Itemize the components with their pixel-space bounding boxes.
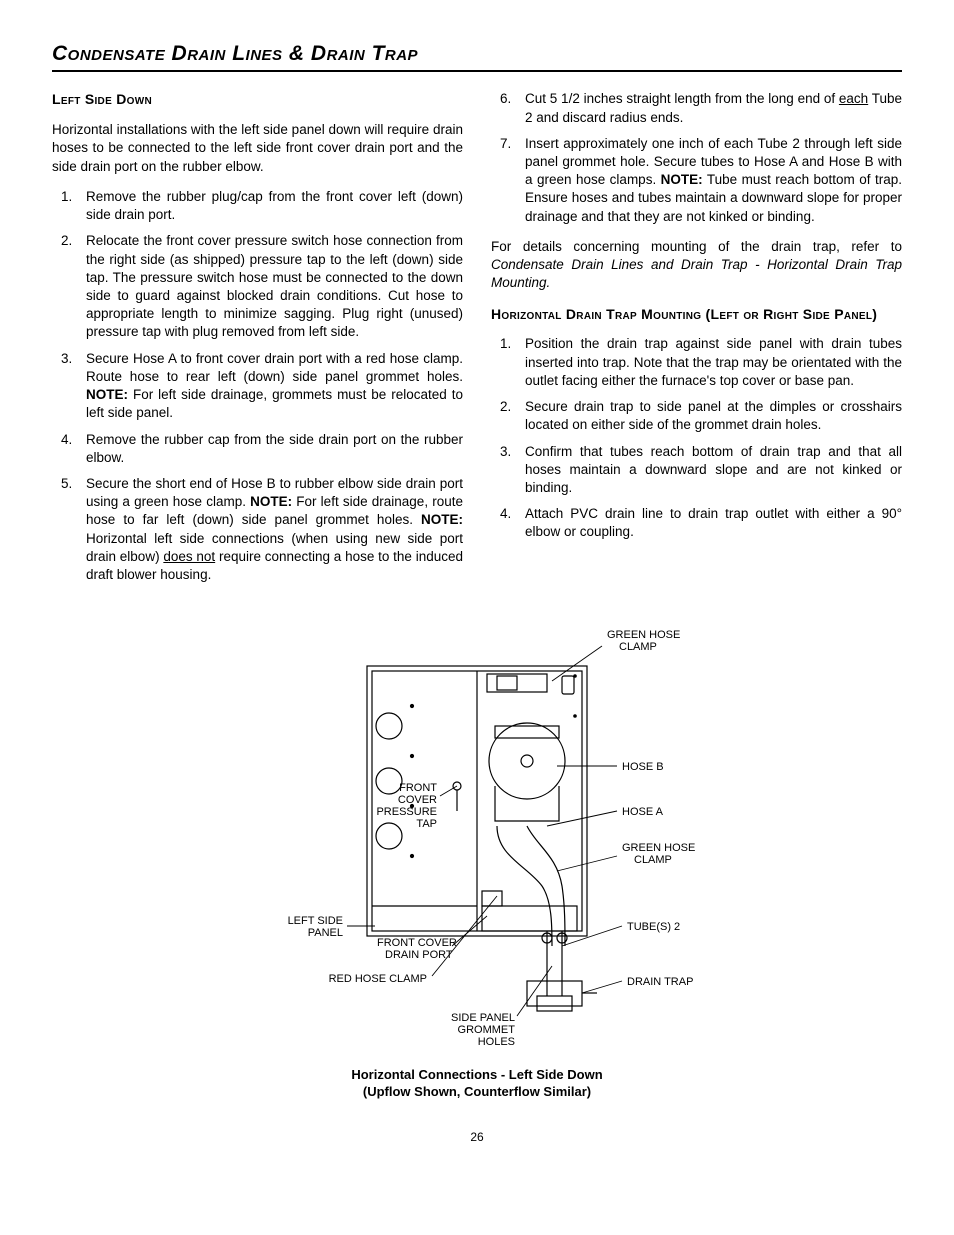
furnace-diagram: GREEN HOSE CLAMP HOSE B HOSE A GREEN HOS… (197, 626, 757, 1056)
svg-text:PANEL: PANEL (308, 927, 343, 939)
list-item: Secure the short end of Hose B to rubber… (76, 475, 463, 584)
section-title: Condensate Drain Lines & Drain Trap (52, 40, 902, 72)
list-item: Relocate the front cover pressure switch… (76, 232, 463, 341)
list-item: Cut 5 1/2 inches straight length from th… (515, 90, 902, 126)
list-text: Cut 5 1/2 inches straight length from th… (525, 91, 839, 106)
list-text: Confirm that tubes reach bottom of drain… (525, 444, 902, 495)
diagram-caption: Horizontal Connections - Left Side Down … (52, 1067, 902, 1101)
label-left-side-panel: LEFT SIDE (288, 915, 343, 927)
label-front-cover-drain-port: FRONT COVER (377, 937, 457, 949)
ref-italic: Condensate Drain Lines and Drain Trap - … (491, 257, 902, 290)
list-text: Relocate the front cover pressure switch… (86, 233, 463, 339)
list-text: Remove the rubber plug/cap from the fron… (86, 189, 463, 222)
list-item: Secure drain trap to side panel at the d… (515, 398, 902, 434)
label-hose-b: HOSE B (622, 761, 664, 773)
caption-line-2: (Upflow Shown, Counterflow Similar) (363, 1084, 591, 1099)
horizontal-drain-trap-heading: Horizontal Drain Trap Mounting (Left or … (491, 305, 902, 324)
svg-text:CLAMP: CLAMP (634, 854, 672, 866)
intro-paragraph: Horizontal installations with the left s… (52, 121, 463, 176)
svg-text:GROMMET: GROMMET (458, 1024, 516, 1036)
note-label: NOTE: (250, 494, 292, 509)
svg-text:PRESSURE: PRESSURE (376, 806, 437, 818)
left-side-down-heading: Left Side Down (52, 90, 463, 109)
diagram-container: GREEN HOSE CLAMP HOSE B HOSE A GREEN HOS… (52, 626, 902, 1101)
underline-text: each (839, 91, 868, 106)
right-procedure-list-2: Position the drain trap against side pan… (491, 335, 902, 541)
list-item: Remove the rubber cap from the side drai… (76, 431, 463, 467)
left-procedure-list: Remove the rubber plug/cap from the fron… (52, 188, 463, 584)
caption-line-1: Horizontal Connections - Left Side Down (351, 1067, 602, 1082)
right-procedure-list-continued: Cut 5 1/2 inches straight length from th… (491, 90, 902, 226)
svg-text:COVER: COVER (398, 794, 437, 806)
label-green-hose-clamp-top: GREEN HOSE (607, 629, 680, 641)
list-text: For left side drainage, grommets must be… (86, 387, 463, 420)
label-green-hose-clamp-mid: GREEN HOSE (622, 842, 695, 854)
list-text: Secure Hose A to front cover drain port … (86, 351, 463, 384)
note-label: NOTE: (86, 387, 128, 402)
list-text: Secure drain trap to side panel at the d… (525, 399, 902, 432)
note-label: NOTE: (661, 172, 703, 187)
svg-text:CLAMP: CLAMP (619, 641, 657, 653)
ref-text: For details concerning mounting of the d… (491, 239, 902, 254)
reference-paragraph: For details concerning mounting of the d… (491, 238, 902, 293)
label-front-cover-pressure-tap: FRONT (399, 782, 437, 794)
page-number: 26 (52, 1129, 902, 1145)
svg-text:HOLES: HOLES (478, 1036, 515, 1048)
label-red-hose-clamp: RED HOSE CLAMP (329, 973, 427, 985)
list-item: Secure Hose A to front cover drain port … (76, 350, 463, 423)
note-label: NOTE: (421, 512, 463, 527)
list-text: Attach PVC drain line to drain trap outl… (525, 506, 902, 539)
label-side-panel-grommet-holes: SIDE PANEL (451, 1012, 515, 1024)
label-drain-trap: DRAIN TRAP (627, 976, 693, 988)
list-text: Position the drain trap against side pan… (525, 336, 902, 387)
list-item: Position the drain trap against side pan… (515, 335, 902, 390)
right-column: Cut 5 1/2 inches straight length from th… (491, 90, 902, 596)
label-tubes-2: TUBE(S) 2 (627, 921, 680, 933)
list-text: Remove the rubber cap from the side drai… (86, 432, 463, 465)
left-column: Left Side Down Horizontal installations … (52, 90, 463, 596)
two-column-layout: Left Side Down Horizontal installations … (52, 90, 902, 596)
underline-text: does not (163, 549, 215, 564)
list-item: Confirm that tubes reach bottom of drain… (515, 443, 902, 498)
list-item: Attach PVC drain line to drain trap outl… (515, 505, 902, 541)
list-item: Remove the rubber plug/cap from the fron… (76, 188, 463, 224)
list-item: Insert approximately one inch of each Tu… (515, 135, 902, 226)
label-hose-a: HOSE A (622, 806, 664, 818)
svg-text:DRAIN PORT: DRAIN PORT (385, 949, 453, 961)
svg-text:TAP: TAP (416, 818, 437, 830)
